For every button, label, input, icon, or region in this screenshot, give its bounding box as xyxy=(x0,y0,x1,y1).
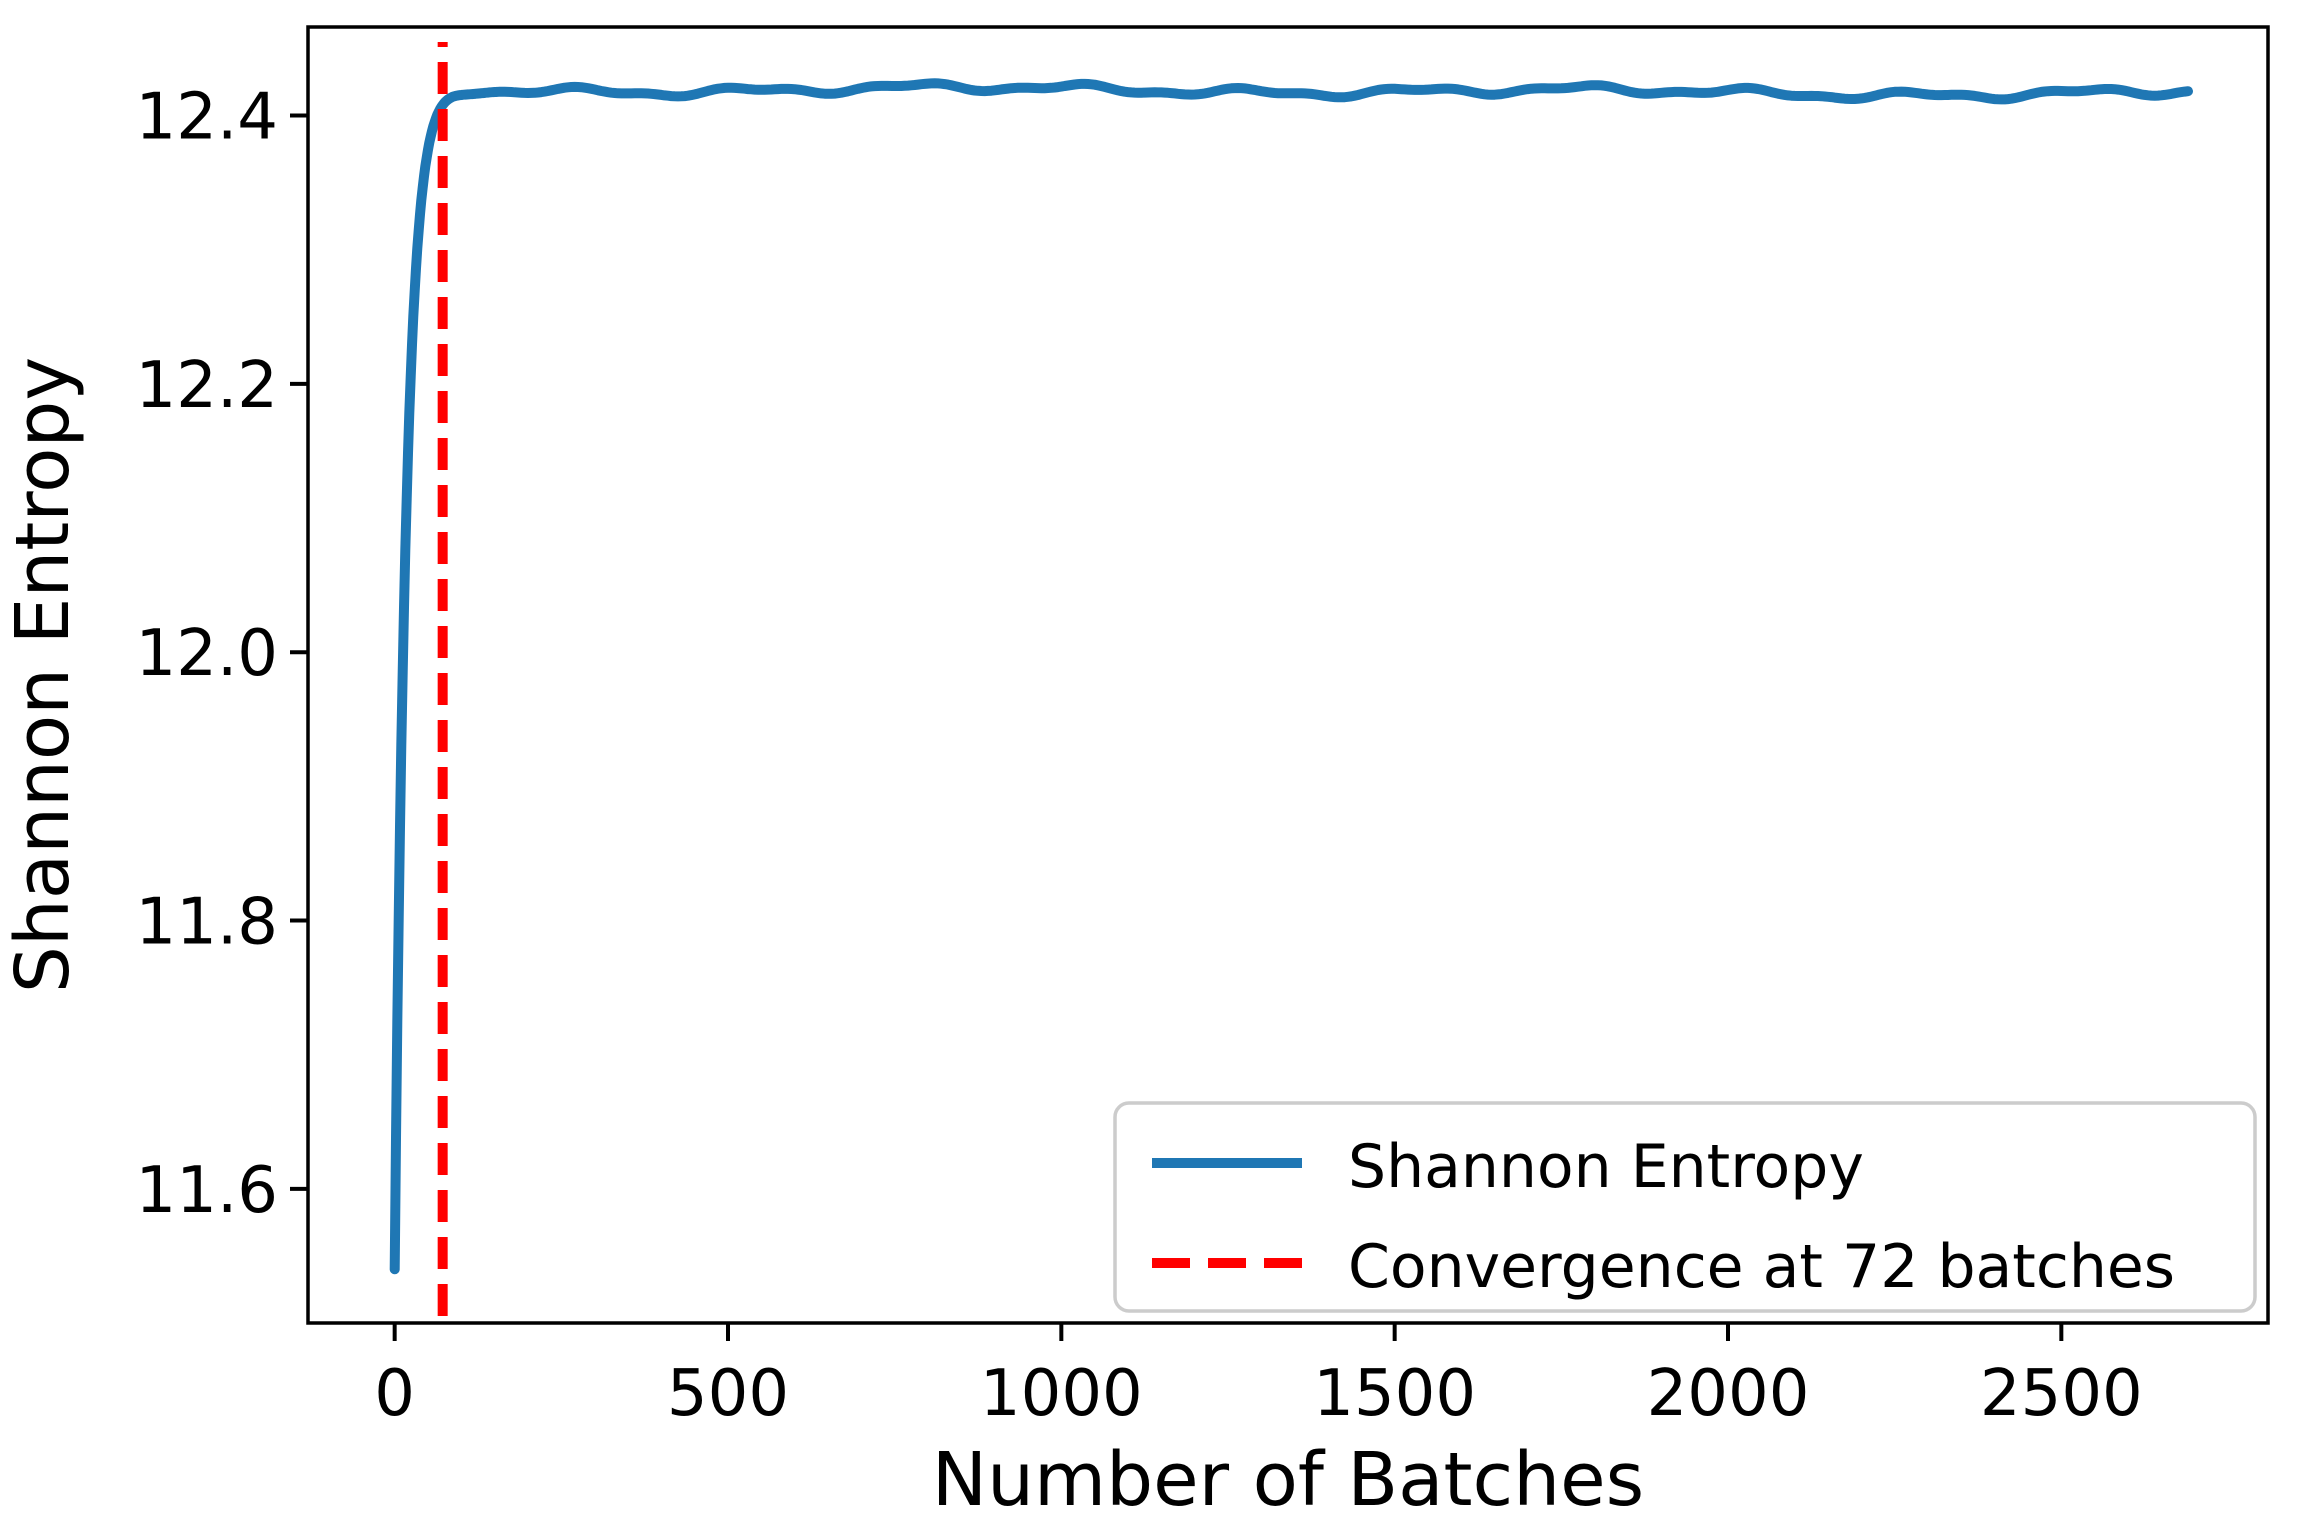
axis-ticks xyxy=(290,113,2064,1341)
x-axis-label: Number of Batches xyxy=(932,1437,1644,1523)
y-axis-label: Shannon Entropy xyxy=(0,357,86,993)
y-tick-label: 12.4 xyxy=(136,81,279,155)
shannon-entropy-line xyxy=(389,78,2193,1275)
x-tick-label: 2500 xyxy=(1980,1357,2143,1431)
data-series xyxy=(389,42,2193,1316)
legend: Shannon Entropy Convergence at 72 batches xyxy=(1113,1101,2257,1313)
x-tick-label: 1000 xyxy=(980,1357,1143,1431)
axis-tick-labels: 0 500 1000 1500 2000 2500 11.6 11.8 12.0 12.2 12.4 xyxy=(136,81,2143,1431)
y-tick-label: 12.0 xyxy=(136,617,279,691)
x-tick-label: 1500 xyxy=(1313,1357,1476,1431)
legend-item-shannon-entropy-label: Shannon Entropy xyxy=(1348,1132,1864,1202)
y-tick-label: 11.6 xyxy=(136,1154,279,1228)
legend-item-convergence-label: Convergence at 72 batches xyxy=(1348,1232,2175,1302)
y-tick-label: 12.2 xyxy=(136,349,279,423)
y-tick-label: 11.8 xyxy=(136,886,279,960)
plot-frame xyxy=(306,25,2270,1325)
legend-frame xyxy=(1113,1101,2257,1313)
x-tick-label: 0 xyxy=(374,1357,415,1431)
x-tick-label: 2000 xyxy=(1647,1357,1810,1431)
x-tick-label: 500 xyxy=(667,1357,789,1431)
